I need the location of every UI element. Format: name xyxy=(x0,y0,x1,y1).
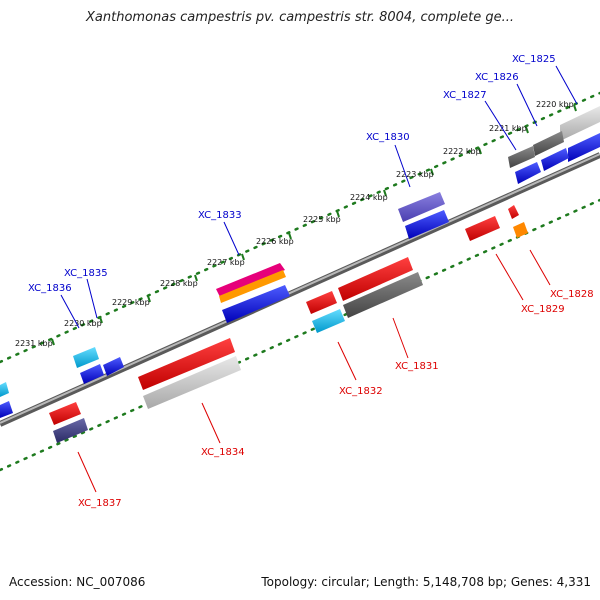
genome-title: Xanthomonas campestris pv. campestris st… xyxy=(86,10,514,25)
ruler-tick: 2231 kbp xyxy=(15,338,55,348)
gene-block[interactable] xyxy=(515,162,541,184)
tick-label: 2221 kbp xyxy=(489,124,527,133)
tick-label: 2222 kbp xyxy=(443,147,481,156)
gene-block[interactable] xyxy=(143,356,241,409)
ruler-tick: 2226 kbp xyxy=(256,232,294,246)
tick-label: 2223 kbp xyxy=(396,170,434,179)
gene-block[interactable] xyxy=(465,216,500,241)
gene-block[interactable] xyxy=(219,270,286,303)
ruler-ticks: 2220 kbp 2221 kbp 2222 kbp 2223 kbp 2224… xyxy=(15,100,577,348)
tick-label: 2231 kbp xyxy=(15,339,53,348)
reverse-strand-features xyxy=(49,205,528,443)
gene-block[interactable] xyxy=(338,257,413,301)
gene-block[interactable] xyxy=(541,148,569,171)
gene-block[interactable] xyxy=(0,401,13,418)
ruler-tick: 2220 kbp xyxy=(536,100,577,112)
gene-label-xc-1829: XC_1829 xyxy=(521,304,565,315)
inner-ruler-line xyxy=(0,198,600,472)
gene-labels: XC_1825 XC_1826 XC_1827 XC_1830 XC_1833 … xyxy=(28,54,594,509)
gene-block[interactable] xyxy=(343,272,423,318)
tick-label: 2220 kbp xyxy=(536,100,574,109)
gene-block[interactable] xyxy=(216,263,285,297)
gene-block[interactable] xyxy=(398,192,445,222)
gene-block[interactable] xyxy=(568,133,600,162)
gene-block[interactable] xyxy=(73,347,99,368)
ruler-tick: 2229 kbp xyxy=(112,295,151,307)
label-leaders xyxy=(60,65,578,493)
ruler-lines xyxy=(0,91,600,472)
genome-backbone xyxy=(0,152,600,427)
tick-label: 2229 kbp xyxy=(112,298,150,307)
gene-label-xc-1837: XC_1837 xyxy=(78,498,122,509)
tick-label: 2230 kbp xyxy=(64,319,102,328)
tick-label: 2228 kbp xyxy=(160,279,198,288)
gene-label-xc-1833: XC_1833 xyxy=(198,210,242,221)
gene-block[interactable] xyxy=(508,205,519,219)
gene-label-xc-1834: XC_1834 xyxy=(201,447,245,458)
gene-block[interactable] xyxy=(560,106,600,141)
gene-block[interactable] xyxy=(306,291,337,314)
ruler-tick: 2222 kbp xyxy=(443,147,482,156)
gene-label-xc-1835: XC_1835 xyxy=(64,268,108,279)
ruler-tick: 2228 kbp xyxy=(160,274,198,288)
tick-label: 2226 kbp xyxy=(256,237,294,246)
gene-block[interactable] xyxy=(222,285,290,323)
gene-block[interactable] xyxy=(508,146,535,168)
ruler-tick: 2225 kbp xyxy=(303,210,341,224)
ruler-tick: 2221 kbp xyxy=(489,124,529,134)
gene-label-xc-1825: XC_1825 xyxy=(512,54,556,65)
gene-block[interactable] xyxy=(53,418,88,443)
ruler-tick: 2227 kbp xyxy=(207,253,245,267)
gene-label-xc-1831: XC_1831 xyxy=(395,361,439,372)
ruler-tick: 2224 kbp xyxy=(350,189,388,202)
ruler-tick: 2223 kbp xyxy=(396,168,434,179)
gene-block[interactable] xyxy=(80,364,104,384)
gene-block[interactable] xyxy=(0,382,9,397)
tick-label: 2224 kbp xyxy=(350,193,388,202)
gene-label-xc-1827: XC_1827 xyxy=(443,90,487,101)
gene-label-xc-1830: XC_1830 xyxy=(366,132,410,143)
gene-block[interactable] xyxy=(405,210,449,239)
forward-strand-features xyxy=(0,106,600,418)
gene-label-xc-1826: XC_1826 xyxy=(475,72,519,83)
tick-label: 2227 kbp xyxy=(207,258,245,267)
gene-block[interactable] xyxy=(49,402,81,425)
gene-label-xc-1836: XC_1836 xyxy=(28,283,72,294)
gene-block[interactable] xyxy=(312,309,345,333)
ruler-tick: 2230 kbp xyxy=(64,316,103,328)
topology-text: Topology: circular; Length: 5,148,708 bp… xyxy=(261,575,591,589)
gene-label-xc-1828: XC_1828 xyxy=(550,289,594,300)
gene-block[interactable] xyxy=(513,222,528,238)
gene-block[interactable] xyxy=(138,338,235,390)
gene-label-xc-1832: XC_1832 xyxy=(339,386,383,397)
accession-text: Accession: NC_007086 xyxy=(9,575,146,589)
gene-block[interactable] xyxy=(533,131,564,156)
gene-block[interactable] xyxy=(103,357,124,376)
tick-label: 2225 kbp xyxy=(303,215,341,224)
